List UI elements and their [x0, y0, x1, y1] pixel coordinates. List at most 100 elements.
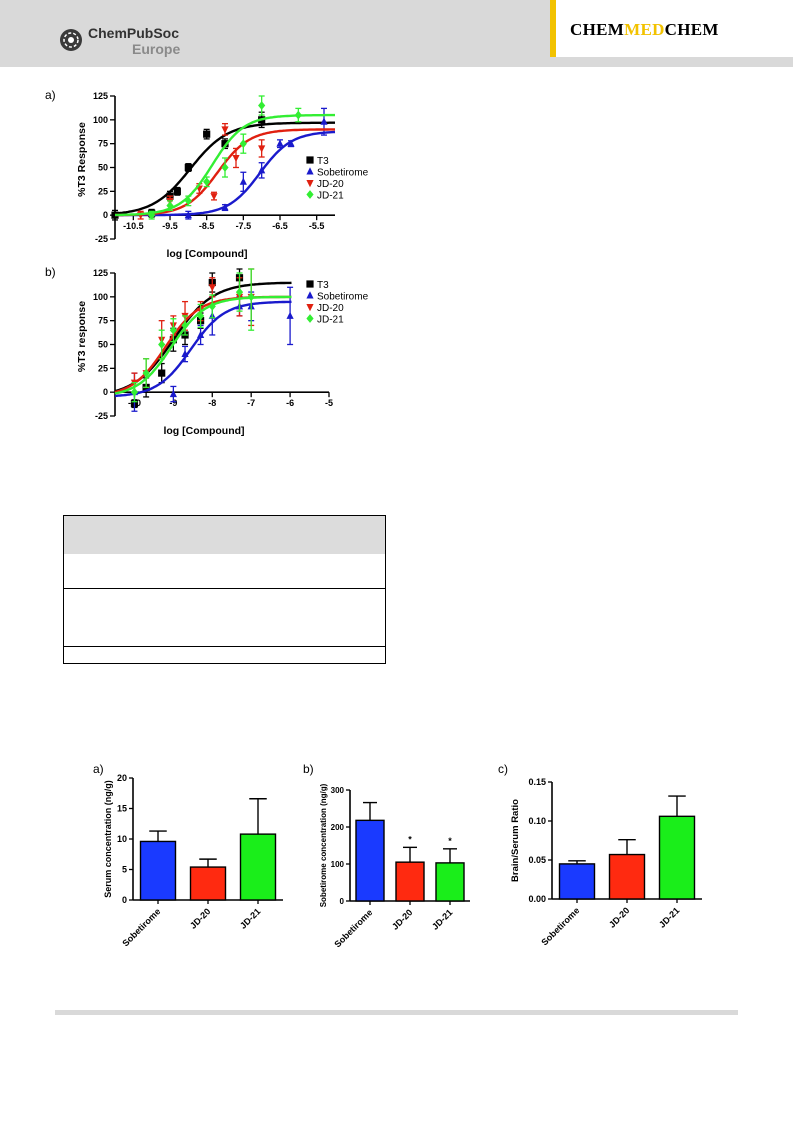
data-point [258, 145, 266, 153]
data-point [148, 210, 156, 220]
category-label: JD-21 [657, 905, 681, 929]
y-tick-label: 25 [98, 363, 108, 373]
x-tick-label: -9 [169, 398, 177, 408]
publisher-name: ChemPubSoc [88, 25, 180, 41]
fit-curve [114, 300, 292, 398]
data-point [258, 101, 266, 110]
x-axis-label: log [Compound] [166, 248, 247, 260]
data-point [181, 349, 189, 358]
category-label: JD-21 [430, 907, 454, 931]
y-tick-label: 0.00 [528, 894, 546, 904]
y-tick-label: 25 [98, 186, 108, 196]
bar-sobetirome [558, 863, 596, 900]
data-point [239, 177, 247, 185]
y-tick-label: 10 [117, 834, 127, 844]
panel-label: b) [45, 265, 56, 279]
dose-response-chart-a: a) -25 0 25 50 75 100 125 -10.5 -9.5 -8.5 -7.5 -6.5 -… [45, 88, 369, 260]
y-tick-label: 125 [93, 91, 108, 101]
publisher-logo: ChemPubSoc Europe [58, 20, 208, 60]
data-point [258, 166, 266, 174]
x-axis-label: log [Compound] [163, 425, 244, 437]
y-tick-label: 0.10 [528, 816, 546, 826]
data-point [221, 140, 229, 148]
chempubsoc-logo-icon [60, 29, 82, 51]
legend-label: T3 [317, 280, 329, 291]
data-point [286, 311, 294, 319]
legend-marker [306, 280, 314, 288]
legend-marker [306, 304, 314, 312]
journal-title: CHEMMEDCHEM [570, 20, 719, 39]
panel-label: b) [303, 762, 314, 776]
legend-label: JD-20 [317, 179, 344, 190]
y-tick-label: 0.15 [528, 777, 546, 787]
table-header-row [64, 516, 385, 554]
data-point [197, 330, 205, 338]
y-tick-label: 0 [340, 897, 345, 906]
publisher-region: Europe [132, 41, 181, 57]
bar-jd-20 [608, 853, 646, 900]
bar-chart-brain-serum-ratio: c) 0.00 0.05 0.10 0.15 Brain/Serum Ratio Sobet… [498, 762, 702, 947]
y-tick-label: 100 [93, 115, 108, 125]
y-tick-label: 75 [98, 139, 108, 149]
y-axis-label: %T3 response [76, 301, 88, 372]
x-tick-label: -7 [247, 398, 255, 408]
legend-marker [306, 190, 314, 199]
y-tick-label: 20 [117, 773, 127, 783]
y-tick-label: 200 [331, 823, 345, 832]
series-jd-21 [115, 95, 335, 220]
category-label: JD-20 [390, 907, 414, 931]
data-point [169, 389, 177, 398]
category-label: Sobetirome [332, 907, 374, 949]
data-point [169, 325, 177, 335]
data-point [221, 126, 229, 134]
y-tick-label: 0 [122, 895, 127, 905]
x-tick-label: -9.5 [162, 221, 178, 231]
data-point [276, 139, 284, 147]
x-tick-label: -7.5 [236, 221, 252, 231]
data-point [173, 187, 181, 195]
y-tick-label: 15 [117, 804, 127, 814]
y-tick-label: 50 [98, 163, 108, 173]
legend-marker [306, 291, 314, 299]
data-point [184, 210, 192, 219]
panel-label: a) [93, 762, 104, 776]
significance-marker: * [448, 836, 452, 846]
series-t3 [114, 268, 292, 409]
data-point [210, 193, 218, 201]
data-point [184, 163, 192, 172]
data-point [181, 321, 189, 330]
data-point [142, 368, 150, 378]
data-point [247, 292, 255, 302]
table-rule [64, 646, 385, 647]
panel-label: a) [45, 88, 56, 102]
journal-accent-bar [550, 0, 556, 57]
y-tick-label: -25 [95, 411, 108, 421]
y-tick-label: 75 [98, 316, 108, 326]
bar-jd-20 [395, 861, 425, 902]
legend-label: T3 [317, 156, 329, 167]
y-axis-label: Sobetirome concentration (ng/g) [319, 783, 328, 907]
fit-curve [114, 295, 292, 395]
legend-marker [306, 167, 314, 175]
bar-jd-21 [435, 862, 465, 902]
x-tick-label: -6.5 [272, 221, 288, 231]
y-tick-label: 100 [93, 292, 108, 302]
x-tick-label: -8 [208, 398, 216, 408]
y-axis-label: %T3 Response [76, 122, 88, 197]
panel-label: c) [498, 762, 508, 776]
data-point [320, 117, 328, 125]
bar-sobetirome [139, 840, 177, 901]
bar-jd-20 [189, 866, 227, 901]
data-point [158, 369, 166, 377]
legend-label: JD-21 [317, 315, 344, 326]
category-label: JD-21 [238, 906, 262, 930]
y-tick-label: 50 [98, 340, 108, 350]
data-point [235, 287, 244, 297]
y-tick-label: 125 [93, 268, 108, 278]
bar-jd-21 [658, 815, 696, 900]
data-point [208, 301, 216, 311]
data-point [287, 139, 295, 147]
data-point [232, 154, 240, 163]
